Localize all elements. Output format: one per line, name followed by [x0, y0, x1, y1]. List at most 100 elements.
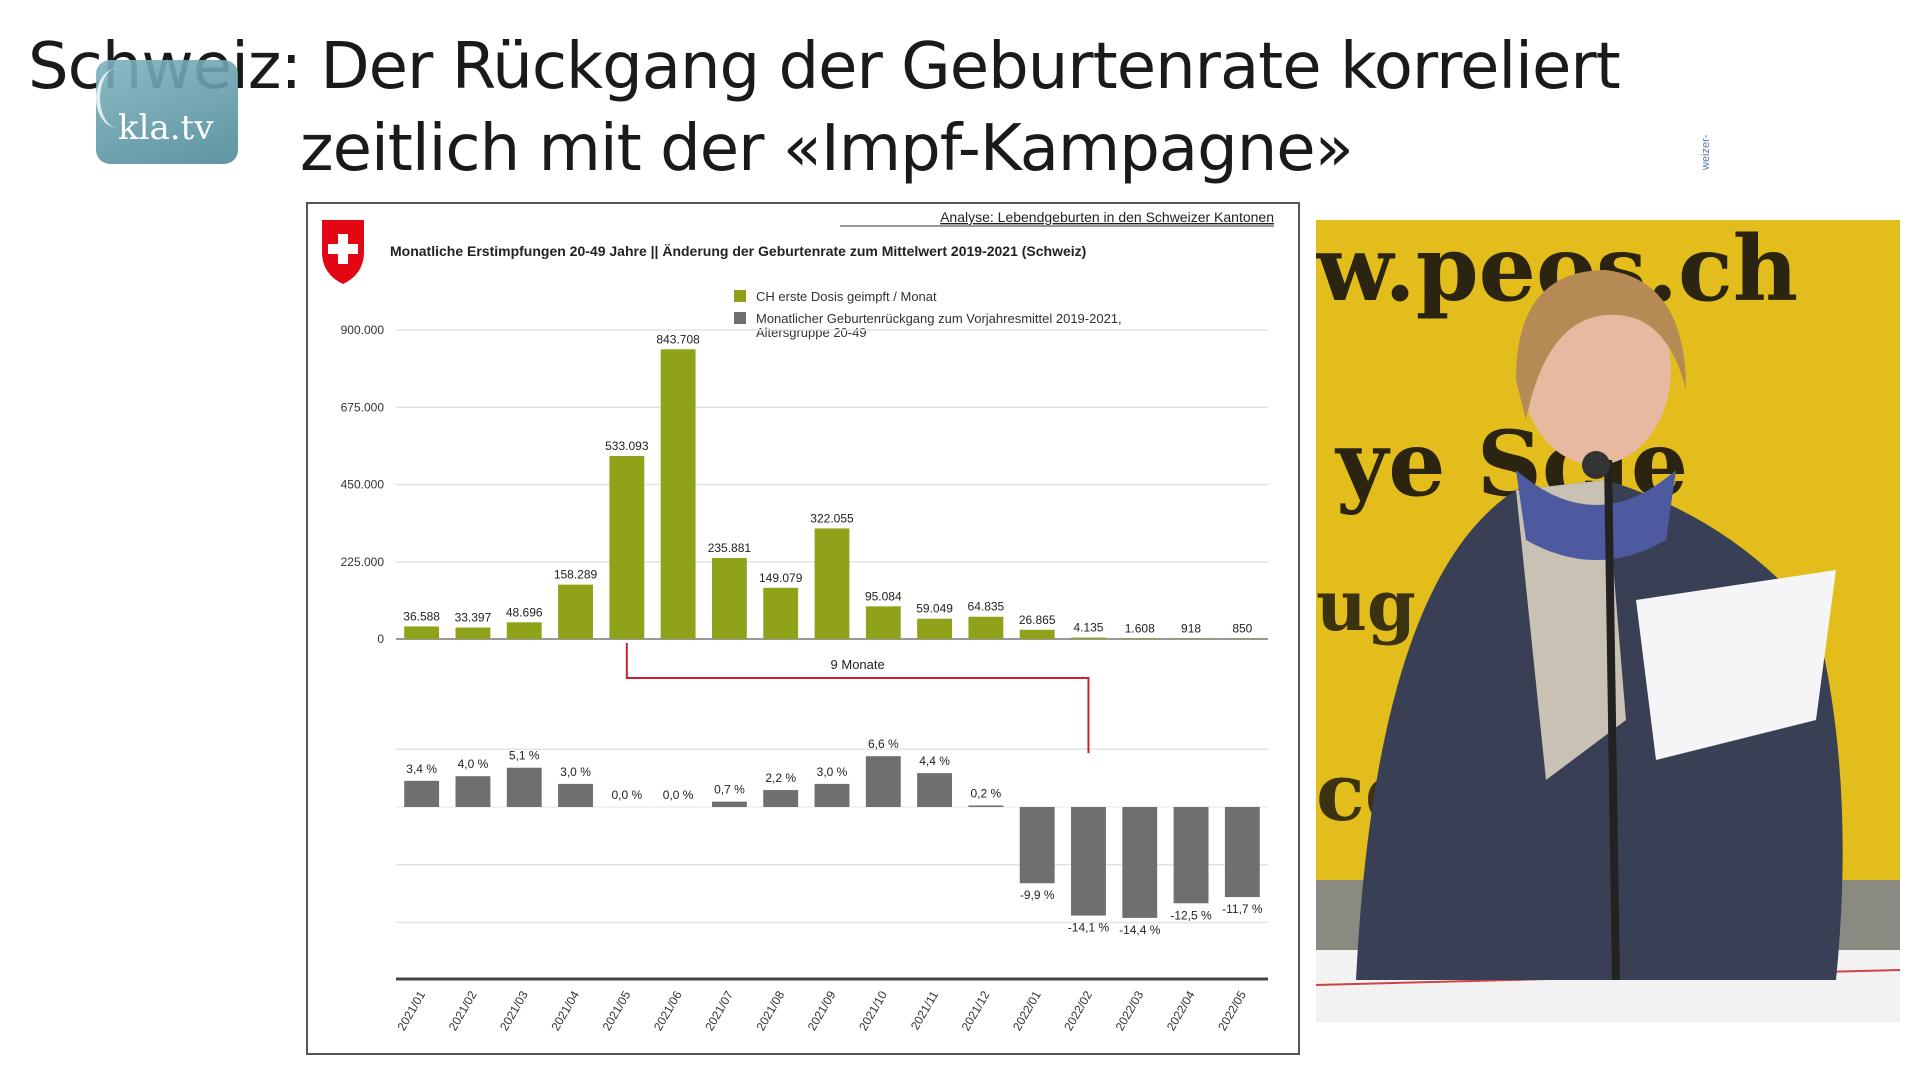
vaccination-bar: [1071, 637, 1106, 639]
vaccination-data-label: 918: [1181, 622, 1201, 636]
x-tick-label: 2022/04: [1164, 988, 1198, 1033]
birthrate-data-label: -14,1 %: [1068, 921, 1110, 935]
vaccination-bar: [814, 528, 850, 639]
vaccination-bar: [917, 618, 953, 639]
birthrate-bar: [1071, 807, 1106, 916]
vaccination-data-label: 36.588: [403, 609, 440, 623]
birthrate-data-label: 3,0 %: [560, 765, 591, 779]
birthrate-data-label: -11,7 %: [1222, 902, 1263, 916]
birthrate-data-label: 6,6 %: [868, 737, 899, 751]
vaccination-bar: [1122, 638, 1158, 639]
vaccination-bar: [404, 626, 440, 639]
birthrate-data-label: 0,7 %: [714, 783, 745, 797]
x-tick-label: 2021/06: [651, 988, 685, 1033]
legend-label-vaccinations: CH erste Dosis geimpft / Monat: [756, 289, 937, 304]
y-tick-label: 900.000: [341, 323, 385, 337]
side-text: weizer-: [1700, 134, 1712, 170]
microphone-stand: [1604, 459, 1620, 981]
birthrate-bar: [506, 767, 542, 807]
birthrate-bar: [1224, 807, 1260, 898]
y-tick-label: 0: [377, 632, 384, 646]
x-tick-label: 2021/11: [908, 988, 942, 1032]
birthrate-data-label: 2,2 %: [765, 771, 796, 785]
vaccination-bar: [968, 616, 1004, 639]
birthrate-data-label: 0,2 %: [971, 786, 1002, 800]
birthrate-data-label: 4,4 %: [919, 754, 950, 768]
x-tick-label: 2022/05: [1215, 988, 1249, 1033]
x-tick-label: 2022/01: [1010, 988, 1044, 1033]
y-tick-label: 450.000: [341, 478, 385, 492]
vaccination-data-label: 843.708: [656, 332, 700, 346]
x-tick-label: 2022/03: [1113, 988, 1147, 1033]
birthrate-bar: [917, 773, 953, 807]
y-tick-label: 675.000: [341, 400, 385, 414]
vaccination-bar: [558, 584, 593, 639]
legend-swatch-birthrate: [734, 312, 746, 324]
birthrate-bar: [763, 790, 799, 807]
birthrate-data-label: -9,9 %: [1020, 888, 1055, 902]
vaccination-bar: [506, 622, 542, 639]
vaccination-bar: [455, 627, 491, 639]
logo-text: kla.tv: [118, 108, 214, 148]
x-tick-label: 2021/01: [394, 988, 428, 1033]
vaccination-bar: [660, 349, 696, 639]
x-tick-label: 2021/04: [548, 988, 582, 1033]
slide-title-line2: zeitlich mit der «Impf-Kampagne»: [300, 112, 1354, 186]
x-tick-label: 2021/05: [600, 988, 634, 1033]
birthrate-data-label: 0,0 %: [663, 788, 694, 802]
x-tick-label: 2021/02: [446, 988, 480, 1033]
vaccination-data-label: 158.289: [554, 568, 598, 582]
x-tick-label: 2021/03: [497, 988, 531, 1033]
bar-chart: Analyse: Lebendgeburten in den Schweizer…: [322, 209, 1274, 1033]
source-link: Analyse: Lebendgeburten in den Schweizer…: [940, 209, 1274, 225]
birthrate-bar: [968, 805, 1004, 807]
microphone: [1582, 451, 1610, 479]
speaker-photo: w.peos.ch ye Scie ug en ce nc: [1316, 220, 1900, 1022]
y-tick-label: 225.000: [341, 555, 385, 569]
birthrate-data-label: 0,0 %: [611, 788, 642, 802]
vaccination-data-label: 64.835: [968, 600, 1005, 614]
birthrate-data-label: 3,4 %: [406, 762, 437, 776]
vaccination-bar: [763, 587, 799, 639]
swiss-cross-icon: [328, 234, 358, 264]
x-tick-label: 2021/10: [856, 988, 890, 1033]
legend-label-birthrate-line2: Altersgruppe 20-49: [756, 325, 867, 340]
birthrate-bar: [711, 801, 747, 807]
vaccination-data-label: 850: [1232, 622, 1252, 636]
vaccination-data-label: 59.049: [916, 602, 953, 616]
birthrate-data-label: 3,0 %: [817, 765, 848, 779]
birthrate-bar: [865, 756, 901, 807]
vaccination-data-label: 26.865: [1019, 613, 1056, 627]
vaccination-data-label: 149.079: [759, 571, 803, 585]
x-tick-label: 2021/12: [959, 988, 993, 1033]
vaccination-data-label: 322.055: [810, 511, 854, 525]
x-tick-label: 2022/02: [1061, 988, 1095, 1033]
annotation-label: 9 Monate: [831, 657, 885, 672]
chart-panel: Analyse: Lebendgeburten in den Schweizer…: [306, 202, 1300, 1055]
legend-label-birthrate: Monatlicher Geburtenrückgang zum Vorjahr…: [756, 311, 1122, 326]
vaccination-data-label: 48.696: [506, 605, 543, 619]
birthrate-data-label: 4,0 %: [458, 757, 489, 771]
x-tick-label: 2021/07: [702, 988, 736, 1033]
vaccination-bar: [711, 558, 747, 639]
slide-title-line1: Schweiz: Der Rückgang der Geburtenrate k…: [28, 30, 1621, 104]
birthrate-bar: [1019, 807, 1055, 884]
nine-months-connector: [625, 643, 1090, 754]
kla-tv-logo: kla.tv: [96, 60, 238, 164]
birthrate-bar: [404, 780, 440, 807]
birthrate-data-label: -14,4 %: [1119, 923, 1161, 937]
vaccination-data-label: 33.397: [455, 611, 492, 625]
x-tick-label: 2021/08: [753, 988, 787, 1033]
vaccination-bar: [865, 606, 901, 639]
vaccination-data-label: 95.084: [865, 589, 902, 603]
vaccination-data-label: 4.135: [1073, 621, 1103, 635]
vaccination-data-label: 1.608: [1125, 621, 1155, 635]
vaccination-data-label: 533.093: [605, 439, 649, 453]
paper-sheet: [1636, 570, 1836, 760]
birthrate-bar: [455, 776, 491, 807]
vaccination-data-label: 235.881: [708, 541, 752, 555]
legend-swatch-vaccinations: [734, 290, 746, 302]
chart-title: Monatliche Erstimpfungen 20-49 Jahre || …: [390, 243, 1086, 259]
birthrate-data-label: -12,5 %: [1170, 908, 1212, 922]
birthrate-bar: [1173, 807, 1209, 904]
